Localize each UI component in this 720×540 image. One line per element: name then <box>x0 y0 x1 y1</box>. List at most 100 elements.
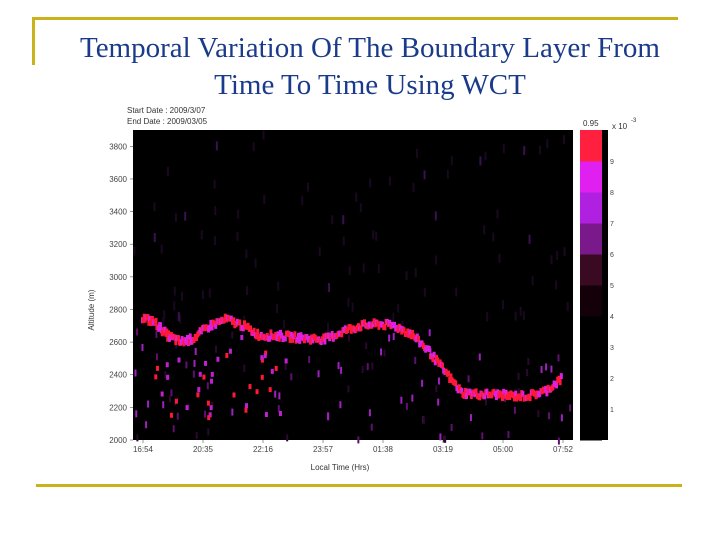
boundary-layer-mark <box>388 319 392 326</box>
noise-mark <box>347 334 350 342</box>
noise-mark <box>301 196 304 206</box>
x-tick-label: 16:54 <box>133 445 154 454</box>
noise-mark <box>361 366 364 374</box>
colorbar-segment <box>580 347 602 379</box>
colorbar-segment <box>580 378 602 410</box>
boundary-layer-mark <box>182 340 186 347</box>
boundary-layer-mark <box>291 336 294 343</box>
noise-mark <box>347 385 350 393</box>
noise-mark <box>173 286 176 296</box>
slide-title-line1: Temporal Variation Of The Boundary Layer… <box>80 32 660 64</box>
noise-mark <box>442 435 445 443</box>
boundary-layer-mark <box>311 337 315 344</box>
colorbar-tick-label: 9 <box>610 159 614 166</box>
noise-mark <box>207 428 210 436</box>
noise-mark <box>486 312 489 322</box>
colorbar-tick-label: 5 <box>610 283 614 290</box>
noise-mark <box>540 366 543 374</box>
boundary-layer-mark <box>303 337 306 344</box>
colorbar-segment <box>580 409 602 441</box>
boundary-layer-mark <box>159 322 162 329</box>
boundary-layer-mark <box>275 335 279 342</box>
noise-mark <box>401 320 404 330</box>
noise-mark <box>153 233 156 243</box>
boundary-layer-mark <box>309 338 312 345</box>
boundary-layer-mark <box>198 371 202 377</box>
noise-mark <box>397 303 400 313</box>
boundary-layer-mark <box>441 362 444 369</box>
y-tick-label: 2400 <box>109 371 127 380</box>
slide-title: Temporal Variation Of The Boundary Layer… <box>40 30 700 104</box>
boundary-layer-mark <box>555 382 558 389</box>
noise-mark <box>355 192 358 202</box>
noise-mark <box>377 264 380 274</box>
noise-mark <box>243 315 246 325</box>
noise-mark <box>277 405 280 413</box>
noise-mark <box>290 373 293 381</box>
noise-mark <box>444 435 447 443</box>
noise-mark <box>245 286 248 296</box>
boundary-layer-mark <box>263 353 267 359</box>
colorbar-tick-label: 8 <box>610 190 614 197</box>
noise-mark <box>211 401 214 409</box>
noise-mark <box>172 425 175 433</box>
noise-mark <box>213 179 216 189</box>
boundary-layer-mark <box>210 324 214 331</box>
noise-mark <box>519 306 522 316</box>
noise-mark <box>162 401 165 409</box>
noise-mark <box>208 288 211 298</box>
noise-mark <box>326 322 329 332</box>
boundary-layer-mark <box>169 412 173 418</box>
colorbar-exponent-label: -3 <box>631 118 637 124</box>
boundary-layer-mark <box>508 393 512 400</box>
x-axis-label: Local Time (Hrs) <box>311 463 370 472</box>
noise-mark <box>278 392 281 400</box>
boundary-layer-mark <box>269 329 273 336</box>
noise-mark <box>528 234 531 244</box>
boundary-layer-mark <box>323 338 327 345</box>
noise-mark <box>366 363 369 371</box>
boundary-layer-mark <box>252 327 256 334</box>
noise-mark <box>136 328 139 336</box>
boundary-layer-mark <box>174 398 178 404</box>
colorbar-segment <box>580 161 602 193</box>
noise-mark <box>185 361 188 369</box>
noise-mark <box>414 268 417 278</box>
colorbar-segment <box>580 192 602 224</box>
boundary-layer-mark <box>208 412 212 418</box>
plot-area <box>133 130 573 440</box>
noise-mark <box>492 232 495 242</box>
boundary-layer-mark <box>167 330 171 337</box>
boundary-layer-mark <box>246 322 250 329</box>
noise-mark <box>168 395 171 403</box>
x-tick-label: 07:52 <box>553 445 574 454</box>
noise-mark <box>434 211 437 221</box>
colorbar-segment <box>580 316 602 348</box>
noise-mark <box>136 434 139 442</box>
boundary-layer-mark <box>249 325 252 332</box>
boundary-layer-mark <box>511 392 515 399</box>
boundary-layer-mark <box>372 318 376 325</box>
noise-mark <box>557 354 560 362</box>
boundary-layer-mark <box>417 335 420 342</box>
noise-mark <box>362 263 365 273</box>
noise-mark <box>566 301 569 311</box>
noise-mark <box>531 276 534 286</box>
boundary-layer-mark <box>150 315 154 322</box>
noise-mark <box>455 287 458 297</box>
boundary-layer-mark <box>209 405 213 411</box>
boundary-layer-mark <box>427 345 431 352</box>
boundary-layer-mark <box>199 328 203 335</box>
noise-mark <box>342 215 345 225</box>
boundary-layer-mark <box>483 393 486 400</box>
noise-mark <box>569 404 572 412</box>
boundary-layer-mark <box>478 394 482 401</box>
noise-mark <box>327 413 330 421</box>
noise-mark <box>437 398 440 406</box>
boundary-layer-mark <box>519 395 522 402</box>
noise-mark <box>337 362 340 370</box>
boundary-layer-mark <box>268 335 272 342</box>
y-tick-label: 2600 <box>109 338 127 347</box>
noise-mark <box>194 347 197 355</box>
boundary-layer-mark <box>376 320 380 327</box>
